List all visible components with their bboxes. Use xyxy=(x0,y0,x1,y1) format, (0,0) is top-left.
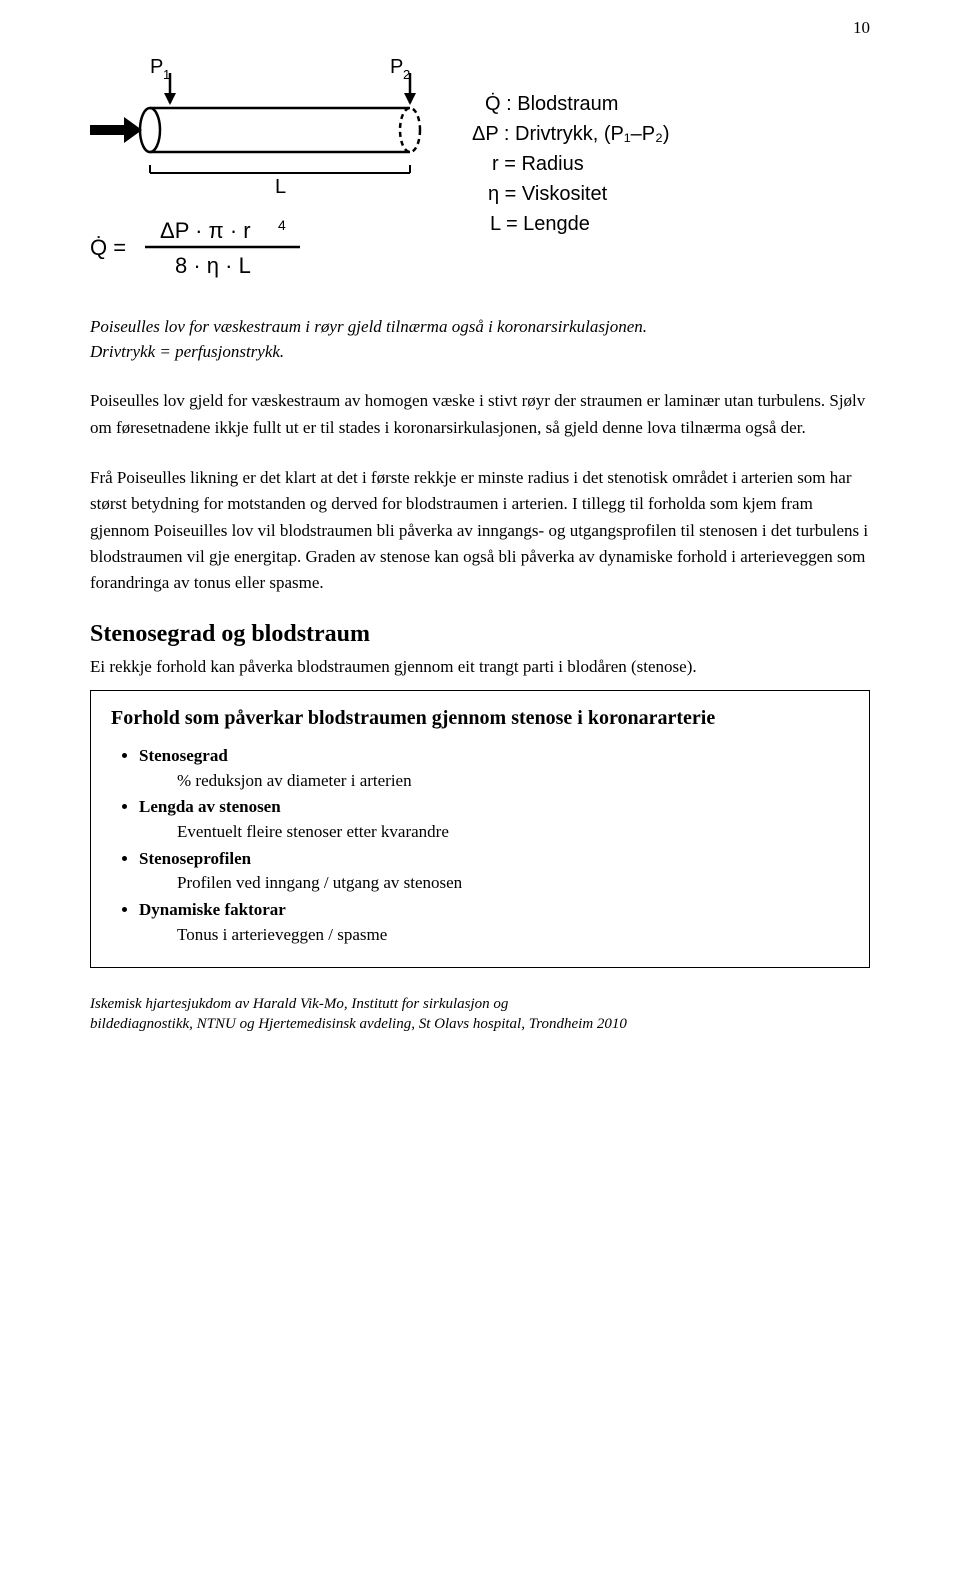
item-head: Stenoseprofilen xyxy=(139,849,251,868)
item-sub: Profilen ved inngang / utgang av stenose… xyxy=(177,871,849,896)
item-head: Lengda av stenosen xyxy=(139,797,281,816)
figure-caption: Poiseulles lov for væskestraum i røyr gj… xyxy=(90,315,870,364)
label-p2: P xyxy=(390,56,403,78)
label-p1-sub: 1 xyxy=(163,67,170,82)
formula-den: 8 · η · L xyxy=(175,253,251,278)
item-sub: % reduksjon av diameter i arterien xyxy=(177,769,849,794)
item-sub: Tonus i arterieveggen / spasme xyxy=(177,923,849,948)
list-item: Stenosegrad % reduksjon av diameter i ar… xyxy=(139,744,849,793)
factors-box: Forhold som påverkar blodstraumen gjenno… xyxy=(90,690,870,968)
section-heading: Stenosegrad og blodstraum xyxy=(90,621,870,648)
caption-line-2: Drivtrykk = perfusjonstrykk. xyxy=(90,342,284,361)
legend-eta: η = Viskositet xyxy=(488,183,608,205)
caption-line-1: Poiseulles lov for væskestraum i røyr gj… xyxy=(90,317,647,336)
legend-q: Q̇ : Blodstraum xyxy=(485,93,618,115)
legend-r: r = Radius xyxy=(492,153,584,175)
formula-lhs: Q̇ = xyxy=(90,235,126,260)
label-l: L xyxy=(275,176,286,198)
footer-line-1: Iskemisk hjartesjukdom av Harald Vik-Mo,… xyxy=(90,996,508,1012)
formula-num: ΔP · π · r xyxy=(160,218,251,243)
box-list: Stenosegrad % reduksjon av diameter i ar… xyxy=(111,744,849,947)
formula-num-exp: 4 xyxy=(278,217,286,233)
item-head: Stenosegrad xyxy=(139,746,228,765)
paragraph-2: Frå Poiseulles likning er det klart at d… xyxy=(90,465,870,597)
footer-line-2: bildediagnostikk, NTNU og Hjertemedisins… xyxy=(90,1016,627,1032)
section-intro: Ei rekkje forhold kan påverka blodstraum… xyxy=(90,654,870,680)
list-item: Stenoseprofilen Profilen ved inngang / u… xyxy=(139,847,849,896)
label-p2-sub: 2 xyxy=(403,67,410,82)
page: 10 P 1 xyxy=(0,0,960,1596)
legend-l: L = Lengde xyxy=(490,213,590,235)
item-sub: Eventuelt fleire stenoser etter kvarandr… xyxy=(177,820,849,845)
box-title: Forhold som påverkar blodstraumen gjenno… xyxy=(111,705,849,732)
poiseuille-figure: P 1 P 2 L Q̇ = ΔP · π · r 4 8 · η · L xyxy=(90,55,870,285)
paragraph-1: Poiseulles lov gjeld for væskestraum av … xyxy=(90,388,870,441)
legend-dp: ΔP : Drivtrykk, (P₁–P₂) xyxy=(472,123,670,145)
page-number: 10 xyxy=(853,18,870,38)
list-item: Lengda av stenosen Eventuelt fleire sten… xyxy=(139,795,849,844)
list-item: Dynamiske faktorar Tonus i arterieveggen… xyxy=(139,898,849,947)
item-head: Dynamiske faktorar xyxy=(139,900,286,919)
label-p1: P xyxy=(150,56,163,78)
footer: Iskemisk hjartesjukdom av Harald Vik-Mo,… xyxy=(90,994,870,1035)
